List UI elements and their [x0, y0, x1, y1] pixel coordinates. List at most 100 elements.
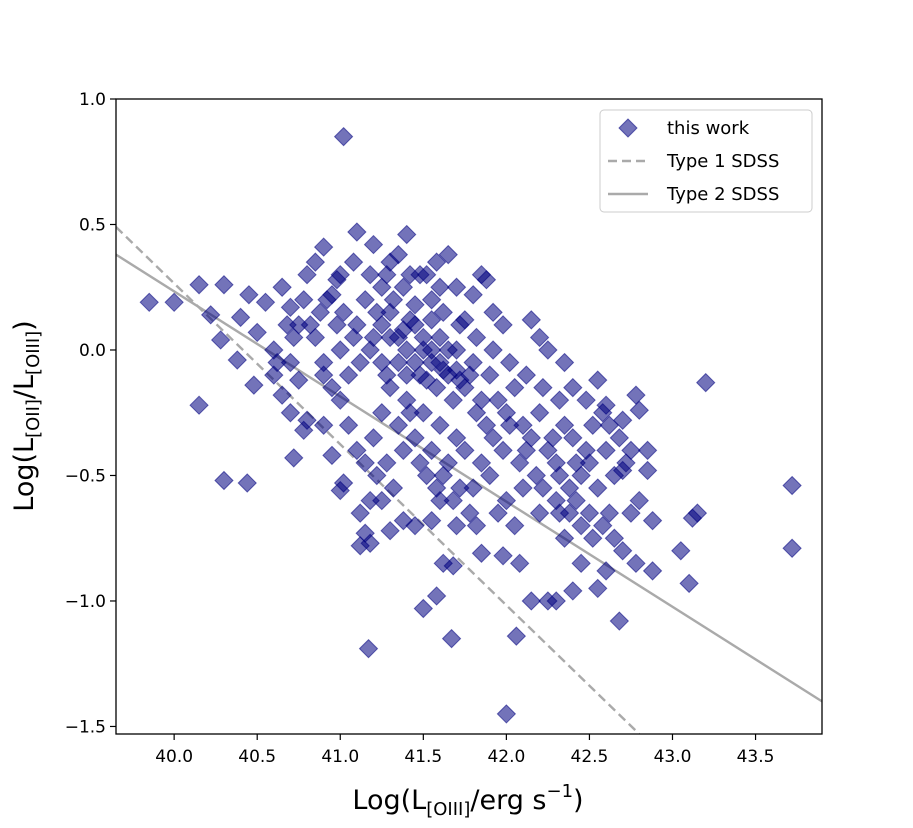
- data-point: [493, 546, 513, 566]
- x-tick-label: 40.0: [155, 747, 193, 767]
- data-point: [355, 290, 375, 310]
- data-point: [372, 315, 392, 335]
- data-point: [509, 453, 530, 473]
- data-point: [358, 638, 379, 659]
- data-point: [416, 264, 437, 285]
- data-point: [496, 704, 517, 724]
- data-point: [629, 490, 649, 511]
- data-point: [446, 515, 467, 536]
- data-point: [679, 573, 699, 594]
- data-point: [347, 440, 367, 461]
- data-point: [421, 340, 442, 360]
- data-point: [450, 478, 470, 498]
- data-point: [521, 310, 542, 330]
- legend-entry: Type 1 SDSS: [608, 151, 779, 172]
- data-point: [255, 292, 276, 313]
- data-point: [350, 503, 370, 523]
- data-point: [588, 370, 608, 390]
- data-point: [521, 591, 542, 611]
- data-point: [227, 350, 247, 370]
- data-point: [313, 365, 334, 385]
- data-point: [380, 377, 400, 398]
- data-point: [782, 475, 802, 496]
- data-point: [214, 470, 234, 491]
- data-point: [380, 252, 400, 272]
- x-tick-label: 41.5: [404, 747, 442, 767]
- data-point: [483, 428, 503, 448]
- data-point: [413, 403, 434, 423]
- data-point: [488, 390, 508, 410]
- data-point: [463, 478, 483, 498]
- data-point: [599, 415, 620, 435]
- legend-marker: [618, 118, 638, 138]
- data-point: [294, 420, 314, 441]
- data-point: [549, 465, 570, 486]
- data-point: [289, 370, 309, 390]
- y-tick-label: 0.0: [79, 341, 106, 361]
- data-point: [372, 403, 392, 423]
- data-point: [576, 390, 596, 410]
- data-point: [393, 277, 414, 297]
- data-point: [421, 510, 442, 531]
- data-point: [377, 453, 397, 473]
- y-tick-label: −1.0: [65, 592, 106, 612]
- data-point: [189, 395, 209, 415]
- legend-box: [599, 109, 813, 213]
- data-point: [393, 510, 414, 531]
- data-point: [466, 403, 487, 423]
- data-point: [549, 390, 570, 410]
- x-tick-label: 41.0: [321, 747, 359, 767]
- data-point: [294, 290, 314, 310]
- plot-frame: [115, 98, 823, 735]
- data-point: [338, 415, 359, 435]
- data-point: [493, 440, 513, 461]
- data-point: [139, 292, 159, 313]
- data-point: [317, 290, 337, 310]
- data-point: [360, 490, 380, 511]
- data-point: [426, 478, 447, 498]
- data-point: [612, 541, 633, 561]
- data-point: [563, 581, 583, 601]
- data-point: [571, 553, 591, 574]
- data-point: [372, 277, 392, 297]
- data-point: [330, 340, 350, 360]
- y-tick-label: −0.5: [65, 466, 106, 486]
- data-point: [554, 415, 575, 435]
- data-point: [579, 453, 600, 473]
- data-point: [504, 377, 525, 398]
- data-point: [513, 478, 533, 498]
- data-point: [687, 503, 708, 523]
- y-axis-title: Log(L[OII]/L[OIII]): [9, 320, 44, 511]
- data-point: [516, 440, 537, 461]
- data-point: [284, 448, 304, 468]
- data-point: [593, 515, 613, 536]
- data-point: [380, 327, 400, 348]
- data-point: [596, 561, 616, 581]
- data-point: [621, 503, 641, 523]
- data-point: [782, 538, 802, 558]
- data-point: [596, 440, 616, 461]
- data-point: [247, 322, 267, 343]
- data-point: [538, 440, 558, 461]
- data-point: [239, 285, 259, 305]
- x-tick-label: 40.5: [238, 747, 276, 767]
- data-point: [338, 365, 359, 385]
- data-point: [230, 307, 251, 328]
- data-point: [244, 375, 264, 395]
- data-point: [413, 598, 434, 619]
- data-point: [637, 440, 658, 461]
- data-point: [360, 533, 380, 553]
- data-point: [506, 626, 527, 646]
- data-point: [438, 340, 458, 360]
- legend: this work Type 1 SDSS Type 2 SDSS: [599, 109, 813, 213]
- x-tick-label: 42.5: [571, 747, 609, 767]
- data-point: [629, 400, 649, 420]
- axes: 40.0 40.5 41.0 41.5 42.0 42.5 43.0 43.5 1.0 0.5 0.…: [65, 90, 823, 767]
- x-axis-title: Log(L[OIII]/erg s−1): [352, 781, 583, 820]
- data-point: [280, 403, 301, 423]
- data-point: [426, 252, 447, 272]
- data-point: [563, 428, 583, 448]
- data-point: [504, 515, 525, 536]
- data-point: [380, 520, 400, 541]
- data-point: [313, 415, 334, 435]
